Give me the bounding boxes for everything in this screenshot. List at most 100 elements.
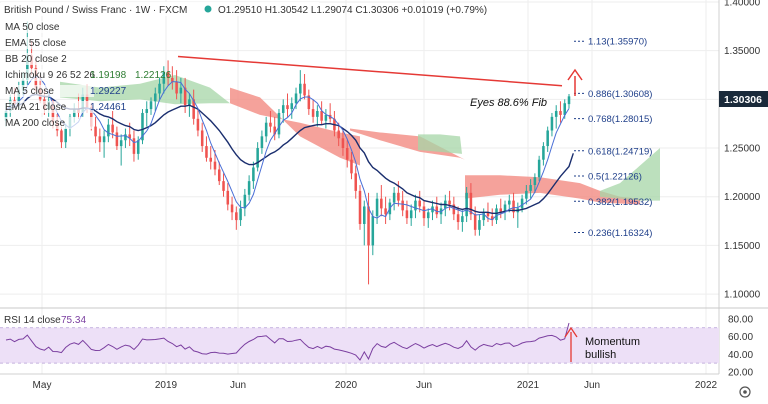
candle-body: [239, 208, 242, 221]
legend-bg: [2, 117, 94, 129]
rsi-pane: 80.00 60.00 40.00 20.00 RSI 14 close 75.34: [0, 314, 753, 379]
candle-body: [495, 208, 498, 221]
fib-label: 0.5(1.22126): [588, 172, 642, 183]
candle-body: [350, 159, 353, 174]
candle-body: [435, 206, 439, 215]
candle-body: [183, 87, 187, 106]
settings-icon-hub: [743, 390, 747, 394]
price-tick-label: 1.20000: [724, 192, 761, 203]
momentum-line: Momentum: [585, 336, 640, 348]
time-tick-label: 2022: [695, 380, 718, 391]
candle-body: [226, 190, 230, 205]
fib-label: 0.618(1.24719): [588, 146, 652, 157]
candle-body: [529, 185, 532, 191]
candle-body: [371, 216, 375, 246]
candle-body: [563, 103, 567, 115]
cloud-bull: [600, 148, 660, 201]
candle-body: [111, 124, 114, 133]
candle-body: [490, 216, 494, 221]
candle-body: [175, 81, 178, 94]
candle-body: [461, 216, 464, 223]
settings-icon[interactable]: [739, 386, 751, 398]
price-tick-label: 1.10000: [724, 290, 761, 301]
fib-label: 0.768(1.28015): [588, 114, 652, 125]
candle-body: [354, 173, 358, 191]
fib-annotation: Eyes 88.6% Fib: [470, 97, 547, 109]
candle-body: [405, 210, 409, 219]
legend-bg: [2, 85, 94, 97]
legend-value: 1.19198: [90, 70, 127, 81]
rsi-tick-label: 80.00: [728, 314, 753, 325]
candle-body: [567, 96, 571, 105]
legend-label: MA 50 close: [5, 22, 60, 33]
candle-body: [392, 192, 396, 203]
time-tick-label: May: [33, 380, 52, 391]
candle-body: [375, 198, 379, 217]
candle-body: [162, 72, 166, 84]
candle-body: [196, 118, 200, 131]
fibonacci-levels: 1.13(1.35970) 0.886(1.30608) 0.768(1.28015…: [574, 37, 652, 239]
candle-body: [260, 136, 264, 149]
time-axis: May 2019 Jun 2020 Jun 2021 Jun 2022: [33, 380, 718, 391]
candle-body: [299, 83, 302, 94]
candle-body: [473, 214, 477, 230]
legend-value: 1.24461: [90, 102, 127, 113]
candle-body: [537, 159, 541, 178]
candle-body: [179, 87, 183, 94]
legend-label: EMA 21 close: [5, 102, 67, 113]
momentum-arrow-icon: [564, 326, 578, 338]
candle-body: [269, 122, 272, 127]
candle-body: [294, 93, 298, 104]
time-tick-label: 2019: [155, 380, 178, 391]
candle-body: [107, 124, 110, 137]
candle-body: [115, 132, 119, 147]
candle-body: [546, 130, 549, 147]
candle-body: [418, 200, 421, 207]
fib-label: 0.382(1.19532): [588, 197, 652, 208]
candle-body: [281, 105, 285, 113]
rsi-tick-label: 60.00: [728, 332, 753, 343]
ichimoku-cloud: [60, 74, 660, 205]
candle-body: [320, 111, 323, 121]
cloud-bear: [465, 175, 640, 205]
candle-body: [550, 116, 554, 131]
price-tick-label: 1.15000: [724, 241, 761, 252]
price-tick-label: 1.40000: [724, 0, 761, 8]
rsi-label: RSI 14 close: [4, 315, 61, 326]
candle-body: [290, 103, 294, 110]
momentum-line: bullish: [585, 349, 616, 361]
cloud-bull: [60, 74, 230, 105]
status-dot-icon: [204, 5, 212, 13]
candle-body: [341, 138, 345, 149]
legend-value: 1.22126: [135, 70, 172, 81]
candle-body: [533, 177, 537, 186]
price-badge-text: 1.30306: [724, 94, 762, 106]
candle-body: [273, 126, 276, 135]
candle-body: [98, 136, 102, 143]
candle-body: [542, 146, 545, 160]
time-tick-label: 2021: [517, 380, 540, 391]
fib-label: 0.886(1.30608): [588, 89, 652, 100]
candle-body: [465, 192, 468, 217]
symbol-title: British Pound / Swiss Franc · 1W · FXCM: [4, 5, 187, 16]
candle-body: [192, 99, 195, 119]
fib-label: 1.13(1.35970): [588, 37, 647, 48]
candle-body: [205, 146, 208, 158]
candle-body: [132, 138, 136, 154]
candles: [4, 21, 571, 285]
candle-body: [303, 83, 306, 96]
candle-body: [499, 208, 503, 213]
candle-body: [149, 101, 153, 110]
candle-body: [85, 94, 89, 108]
legend-items: MA 50 close EMA 55 close BB 20 close 2 Ichi…: [2, 21, 172, 129]
candle-body: [286, 105, 289, 110]
ohlc-readout: O1.29510 H1.30542 L1.29074 C1.30306 +0.0…: [218, 5, 487, 16]
candle-body: [124, 134, 127, 141]
candle-body: [337, 130, 340, 139]
candle-body: [128, 134, 131, 139]
legend-value: 1.29227: [90, 86, 127, 97]
price-tick-label: 1.25000: [724, 144, 761, 155]
time-tick-label: Jun: [584, 380, 600, 391]
candle-body: [363, 206, 366, 224]
